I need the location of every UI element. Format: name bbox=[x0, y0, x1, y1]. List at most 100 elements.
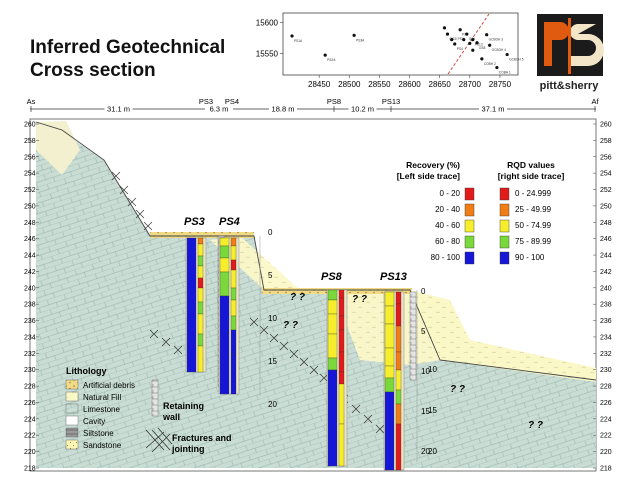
legend-recovery-row-label: 40 - 60 bbox=[435, 221, 460, 230]
recovery-segment bbox=[327, 313, 338, 335]
legend-recovery-rqd: Recovery (%) [Left side trace] RQD value… bbox=[397, 160, 564, 265]
location-plot-frame bbox=[282, 12, 519, 76]
location-point-label: PS2A bbox=[327, 58, 336, 62]
lithology-item-label: Natural Fill bbox=[83, 393, 121, 402]
rqd-segment bbox=[230, 259, 237, 271]
location-point bbox=[465, 32, 469, 36]
logo-p-shape bbox=[544, 22, 569, 66]
recovery-segment bbox=[327, 333, 338, 359]
location-point bbox=[485, 33, 489, 37]
location-point-label: PS13 bbox=[475, 43, 483, 47]
depth-label: 20 bbox=[268, 400, 277, 409]
rqd-segment bbox=[230, 237, 237, 247]
span-label: 37.1 m bbox=[482, 105, 505, 114]
legend-retaining-wall-swatch bbox=[151, 379, 159, 417]
location-point bbox=[323, 53, 327, 57]
section-marker-label: PS4 bbox=[225, 97, 239, 106]
borehole-label-ps3: PS3 bbox=[184, 216, 205, 228]
lithology-item-label: Artificial debris bbox=[83, 381, 135, 390]
rqd-segment bbox=[230, 287, 237, 301]
location-x-tick-label: 28750 bbox=[489, 80, 512, 89]
legend-recovery-swatch bbox=[464, 219, 475, 233]
span-label: 31.1 m bbox=[107, 105, 130, 114]
section-panel: 260 258 256 254 252 250 248 246 244 242 240 238 236 2… bbox=[24, 118, 612, 473]
recovery-segment bbox=[384, 377, 395, 393]
natural-fill-right bbox=[410, 290, 596, 382]
lithology-swatch bbox=[65, 379, 79, 390]
elevation-label: 228 bbox=[24, 384, 36, 391]
span-label: 18.8 m bbox=[272, 105, 295, 114]
rqd-segment bbox=[338, 371, 345, 385]
recovery-segment bbox=[186, 237, 197, 373]
rqd-segment bbox=[338, 315, 345, 331]
depth-label: 5 bbox=[268, 271, 273, 280]
recovery-segment bbox=[327, 369, 338, 467]
rqd-segment bbox=[197, 345, 204, 373]
fracture-mark bbox=[279, 341, 289, 351]
location-x-tick-label: 28450 bbox=[308, 80, 331, 89]
fracture-mark bbox=[289, 349, 299, 359]
recovery-segment bbox=[384, 305, 395, 325]
rqd-segment bbox=[197, 277, 204, 289]
title-line-2: Cross section bbox=[30, 60, 156, 81]
location-point-label: PS4 bbox=[457, 47, 463, 51]
elevation-label: 240 bbox=[600, 285, 612, 292]
location-x-tick-label: 28550 bbox=[368, 80, 391, 89]
location-y-tick-label: 15550 bbox=[256, 49, 279, 58]
legend-recovery-row-label: 20 - 40 bbox=[435, 205, 460, 214]
borehole-ps13 bbox=[383, 291, 405, 471]
rqd-segment bbox=[197, 301, 204, 315]
span-label-bg bbox=[348, 104, 377, 113]
unknown-mark: ? ? bbox=[450, 384, 465, 395]
legend-rows: 0 - 20 0 - 24.999 20 - 40 25 - 49.99 40 - 60… bbox=[431, 187, 552, 265]
legend-recovery-row-label: 80 - 100 bbox=[431, 253, 461, 262]
rqd-segment bbox=[338, 423, 345, 467]
elevation-label: 238 bbox=[24, 302, 36, 309]
location-x-tick-label: 28500 bbox=[338, 80, 361, 89]
location-point bbox=[471, 38, 475, 42]
recovery-segment bbox=[219, 245, 230, 259]
elevation-label: 250 bbox=[600, 203, 612, 210]
location-point bbox=[475, 41, 479, 45]
elevation-label: 242 bbox=[24, 269, 36, 276]
borehole-label-ps4: PS4 bbox=[219, 216, 240, 228]
elevation-label: 232 bbox=[24, 351, 36, 358]
depth-label: 5 bbox=[421, 327, 426, 336]
rqd-segment bbox=[230, 269, 237, 289]
location-point bbox=[488, 43, 492, 47]
rqd-segment bbox=[338, 351, 345, 373]
legend-recovery-sub: [Left side trace] bbox=[397, 171, 460, 181]
depth-labels-ps3-ps4: 0 5 10 15 20 bbox=[268, 228, 277, 409]
span-label-bg bbox=[479, 104, 507, 113]
rqd-segment bbox=[197, 265, 204, 279]
depth-label: 0 bbox=[268, 228, 273, 237]
section-marker-label: PS13 bbox=[382, 97, 400, 106]
depth-label: 0 bbox=[421, 287, 426, 296]
fracture-mark bbox=[351, 404, 361, 414]
location-point-label: PS8 bbox=[462, 33, 468, 37]
fracture-mark bbox=[249, 317, 259, 327]
depth-label: 10 bbox=[428, 365, 437, 374]
limestone-body bbox=[36, 122, 596, 468]
legend-fractures-label: Fractures and bbox=[172, 433, 232, 443]
location-point bbox=[445, 32, 450, 36]
logo-text: pitt&sherry bbox=[540, 80, 600, 92]
legend-rqd-swatch bbox=[499, 187, 510, 201]
recovery-segment bbox=[327, 357, 338, 371]
fracture-mark bbox=[319, 373, 329, 383]
elevation-label: 230 bbox=[600, 367, 612, 374]
unknown-mark: ? ? bbox=[290, 292, 305, 303]
location-point bbox=[442, 26, 447, 30]
legend-retaining-wall-label: Retaining bbox=[163, 401, 204, 411]
fracture-mark bbox=[309, 365, 319, 375]
unknown-mark: ? ? bbox=[528, 420, 543, 431]
elevation-label: 220 bbox=[600, 449, 612, 456]
fracture-mark bbox=[143, 221, 153, 231]
elevation-label: 244 bbox=[600, 253, 612, 260]
legend-recovery-header: Recovery (%) bbox=[406, 160, 460, 170]
section-start-label: As bbox=[27, 97, 36, 106]
depth-labels-right: 10 15 20 bbox=[428, 365, 437, 456]
depth-label: 10 bbox=[268, 314, 277, 323]
location-point-label: COBH 2 bbox=[484, 62, 496, 66]
location-point-label: GCBOH 3 bbox=[489, 38, 504, 42]
